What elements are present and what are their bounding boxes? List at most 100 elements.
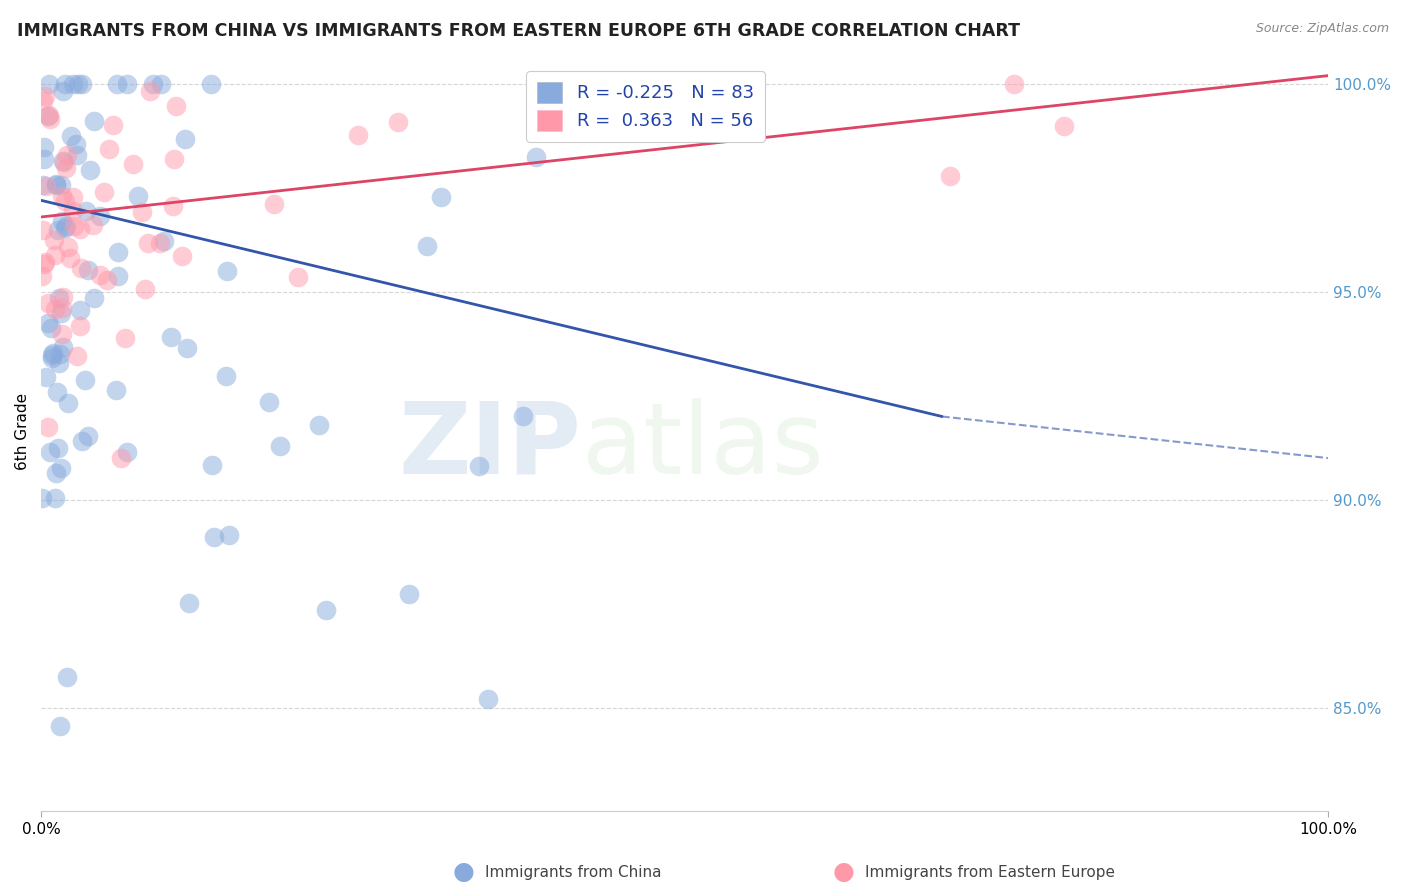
Point (97, 142, 120, 156)
Point (32, 222, 55, 236)
Point (66, 77, 89, 91)
Point (89, 268, 111, 282)
Text: Source: ZipAtlas.com: Source: ZipAtlas.com (1256, 22, 1389, 36)
Text: IMMIGRANTS FROM CHINA VS IMMIGRANTS FROM EASTERN EUROPE 6TH GRADE CORRELATION CH: IMMIGRANTS FROM CHINA VS IMMIGRANTS FROM… (17, 22, 1019, 40)
Text: Immigrants from China: Immigrants from China (485, 865, 662, 880)
Legend: R = -0.225   N = 83, R =  0.363   N = 56: R = -0.225 N = 83, R = 0.363 N = 56 (526, 71, 765, 142)
Point (218, 528, 240, 542)
Point (31, 269, 53, 284)
Point (938, 169, 960, 183)
Point (122, 156, 145, 170)
Text: Immigrants from Eastern Europe: Immigrants from Eastern Europe (865, 865, 1115, 880)
Point (160, 330, 183, 344)
Point (83, 114, 105, 128)
Point (52, 154, 75, 169)
Y-axis label: 6th Grade: 6th Grade (15, 392, 30, 469)
Point (139, 84, 162, 98)
Point (34, 89, 56, 103)
Point (38, 108, 60, 122)
Point (51, 327, 73, 342)
Point (416, 239, 439, 253)
Point (37, 110, 59, 124)
Point (44, 248, 66, 262)
Point (62, 203, 84, 218)
Point (142, 77, 165, 91)
Point (55, 670, 77, 684)
Point (308, 418, 330, 433)
Point (56, 240, 79, 254)
Point (39, 321, 62, 335)
Point (51, 301, 73, 315)
Point (149, 236, 172, 251)
Point (215, 368, 238, 383)
Point (69, 260, 91, 275)
Point (32, 140, 55, 154)
Point (107, 268, 129, 283)
Point (131, 205, 153, 219)
Point (52, 84, 75, 98)
Point (163, 153, 186, 167)
Point (51, 461, 73, 475)
Point (37, 316, 59, 330)
Point (38, 445, 60, 459)
Point (34, 254, 56, 268)
Point (53, 194, 76, 208)
Point (83, 291, 105, 305)
Point (32, 152, 55, 166)
Point (77, 428, 100, 442)
Point (35, 179, 58, 194)
Point (55, 219, 77, 234)
Point (179, 596, 201, 610)
Point (117, 445, 139, 459)
Point (217, 263, 239, 277)
Point (89, 209, 111, 223)
Point (56, 148, 79, 162)
Point (66, 147, 89, 161)
Point (201, 458, 224, 473)
Point (263, 196, 285, 211)
Point (468, 459, 491, 474)
Point (52, 341, 75, 355)
Point (73, 373, 96, 387)
Point (1053, 119, 1076, 133)
Point (79, 163, 101, 178)
Point (346, 128, 368, 142)
Point (59, 251, 82, 265)
Point (49, 347, 72, 361)
Point (96, 273, 118, 287)
Point (387, 114, 409, 128)
Point (70, 434, 93, 449)
Point (37, 420, 59, 434)
Point (269, 439, 291, 453)
Point (32, 178, 55, 192)
Point (53, 77, 76, 91)
Text: ●: ● (832, 861, 855, 884)
Point (1002, 77, 1025, 91)
Point (63, 219, 86, 234)
Point (49, 305, 72, 319)
Point (32, 257, 55, 271)
Text: ●: ● (453, 861, 475, 884)
Point (398, 587, 420, 601)
Point (31, 491, 53, 505)
Point (62, 77, 84, 91)
Point (49, 178, 72, 192)
Point (105, 77, 128, 91)
Point (114, 331, 136, 345)
Point (48, 291, 70, 305)
Point (162, 199, 184, 213)
Point (53, 155, 76, 169)
Point (93, 185, 115, 199)
Point (153, 234, 176, 248)
Point (48, 719, 70, 733)
Point (51, 214, 73, 228)
Point (72, 77, 94, 91)
Point (51, 290, 73, 304)
Point (202, 530, 225, 544)
Point (75, 204, 97, 219)
Point (48, 356, 70, 370)
Point (165, 99, 187, 113)
Point (110, 451, 132, 466)
Point (66, 349, 89, 363)
Point (45, 178, 67, 192)
